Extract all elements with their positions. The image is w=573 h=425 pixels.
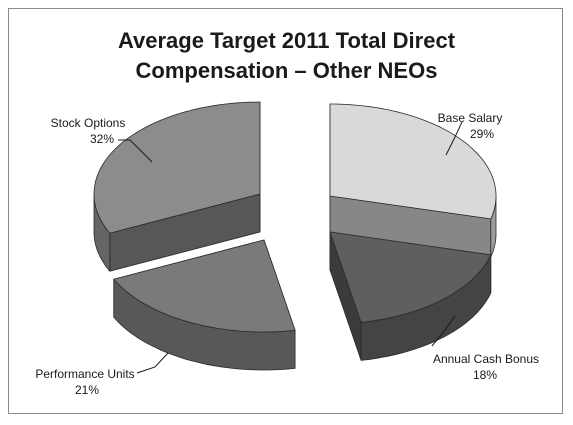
slice-base-salary	[329, 103, 497, 220]
slice-label-stock-options: Stock Options	[51, 116, 126, 130]
slice-value-performance-units: 21%	[75, 383, 99, 397]
leader-line-annual-cash-bonus	[431, 315, 456, 347]
slice-value-annual-cash-bonus: 18%	[473, 368, 497, 382]
slice-annual-cash-bonus	[329, 231, 492, 323]
leader-line-stock-options	[118, 139, 153, 163]
chart-title: Average Target 2011 Total Direct Compens…	[0, 26, 573, 86]
pie-labels: Base Salary 29% Annual Cash Bonus 18% Pe…	[35, 111, 539, 397]
slice-stock-options	[93, 101, 261, 234]
chart-title-line-2: Compensation – Other NEOs	[135, 58, 438, 83]
slice-label-performance-units: Performance Units	[35, 367, 134, 381]
slice-label-annual-cash-bonus: Annual Cash Bonus	[433, 352, 539, 366]
slice-value-base-salary: 29%	[470, 127, 494, 141]
leader-line-performance-units	[136, 352, 169, 374]
chart-title-line-1: Average Target 2011 Total Direct	[117, 28, 456, 53]
slice-value-stock-options: 32%	[90, 132, 114, 146]
slice-label-base-salary: Base Salary	[438, 111, 503, 125]
leader-line-base-salary	[445, 121, 463, 156]
pie-slices	[93, 101, 497, 371]
slice-performance-units	[113, 239, 296, 333]
